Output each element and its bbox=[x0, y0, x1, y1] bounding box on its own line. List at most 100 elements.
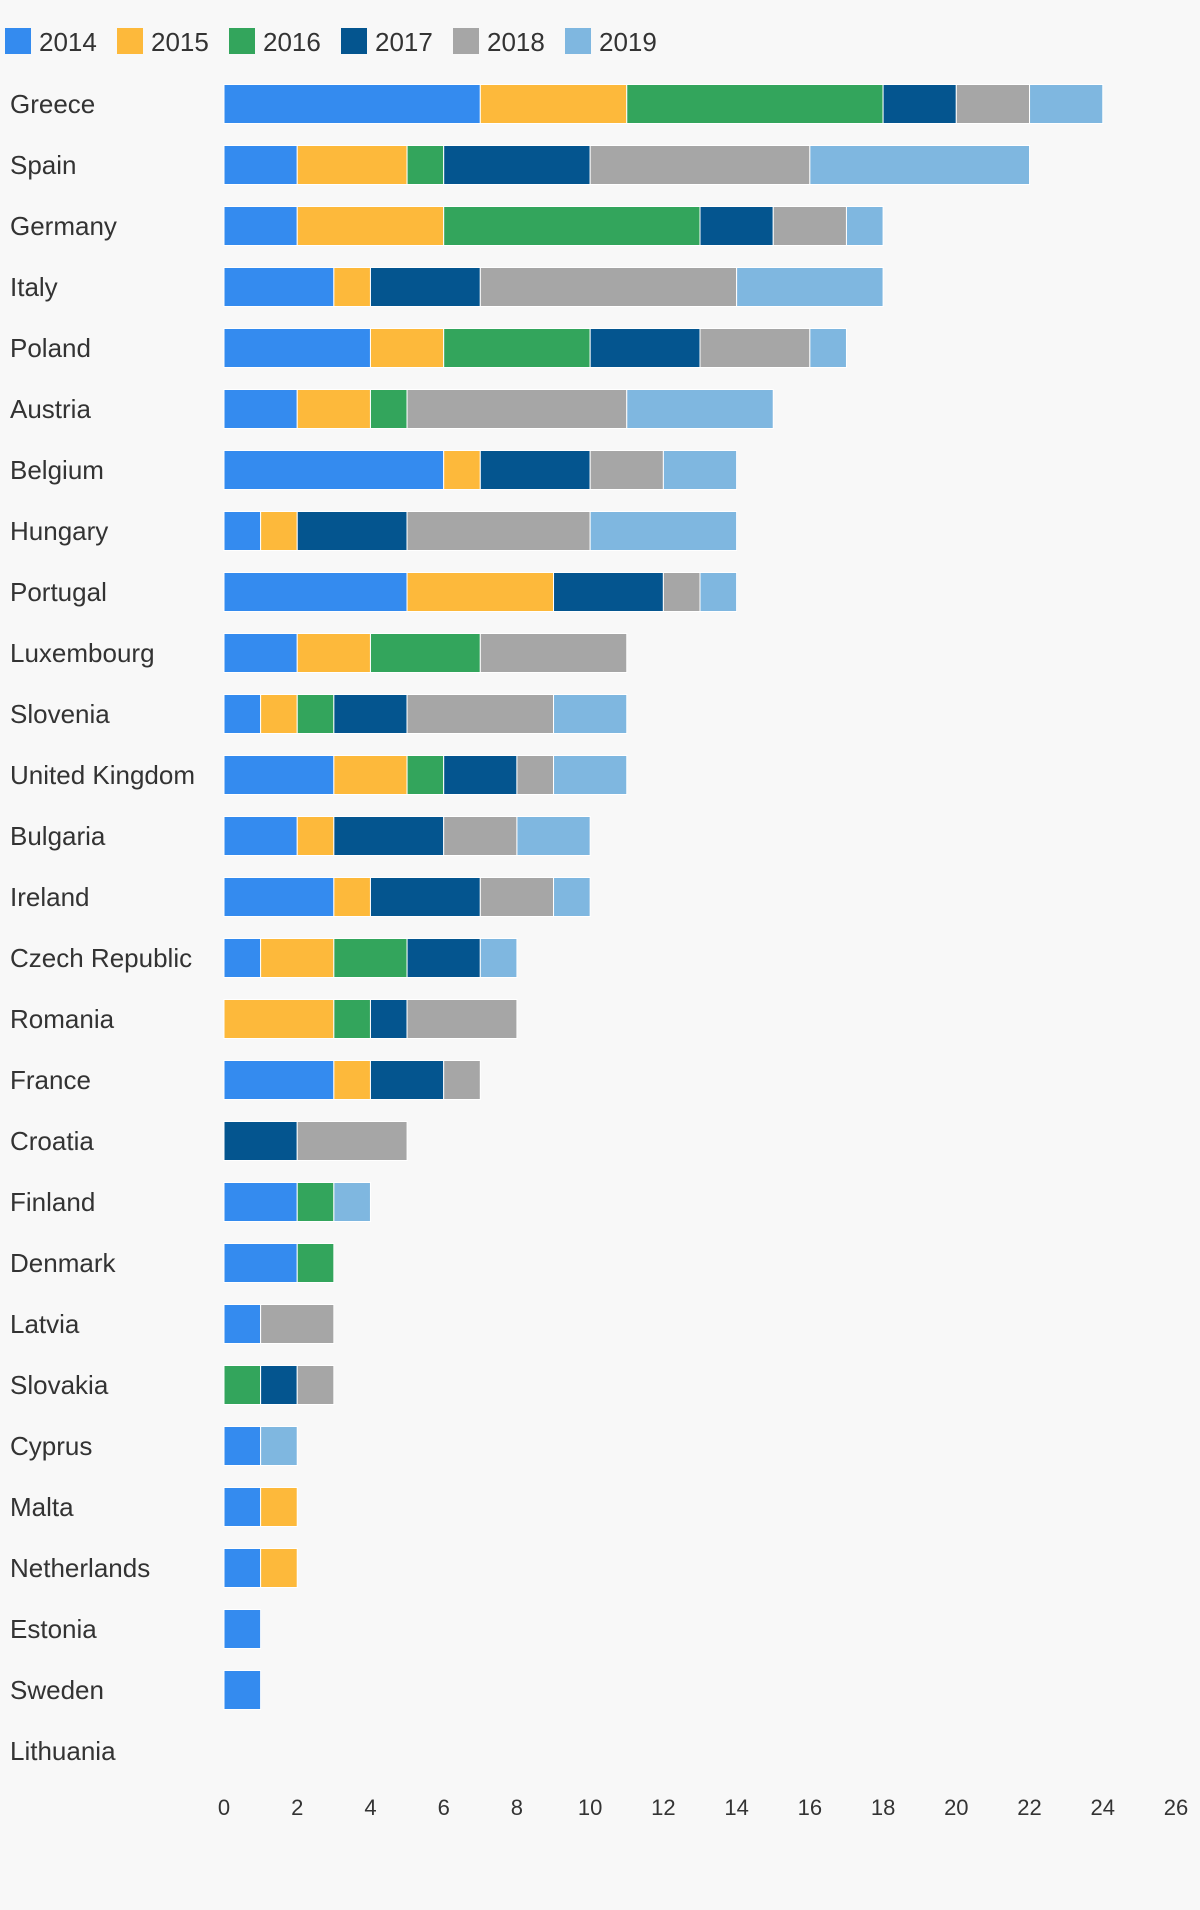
category-label: Germany bbox=[10, 211, 117, 241]
category-label: Croatia bbox=[10, 1126, 94, 1156]
category-label: Spain bbox=[10, 150, 77, 180]
bar-segment bbox=[882, 84, 957, 124]
category-label: Denmark bbox=[10, 1248, 116, 1278]
bar-segment bbox=[223, 1060, 335, 1100]
bar-segment bbox=[699, 572, 738, 612]
bar-segment bbox=[296, 1365, 335, 1405]
bar-segment bbox=[369, 633, 481, 673]
bars bbox=[223, 84, 1104, 1710]
category-label: Czech Republic bbox=[10, 943, 192, 973]
bar-segment bbox=[479, 877, 555, 917]
bar-segment bbox=[223, 1487, 262, 1527]
bar-segment bbox=[699, 206, 774, 246]
x-tick-label: 14 bbox=[724, 1795, 748, 1820]
bar-segment bbox=[479, 938, 518, 978]
bar-segment bbox=[626, 84, 884, 124]
bar-segment bbox=[662, 450, 738, 490]
legend-swatch-2016 bbox=[229, 28, 255, 54]
category-label: Netherlands bbox=[10, 1553, 150, 1583]
bar-segment bbox=[443, 145, 591, 185]
bar-segment bbox=[406, 572, 555, 612]
bar-segment bbox=[296, 389, 371, 429]
x-tick-label: 2 bbox=[291, 1795, 303, 1820]
bar-segment bbox=[260, 938, 335, 978]
bar-segment bbox=[369, 877, 481, 917]
category-label: Luxembourg bbox=[10, 638, 155, 668]
bar-segment bbox=[479, 633, 628, 673]
bar-segment bbox=[223, 1121, 298, 1161]
bar-segment bbox=[333, 1060, 371, 1100]
legend: 2014 2015 2016 2017 2018 2019 bbox=[5, 27, 657, 57]
bar-segment bbox=[443, 450, 481, 490]
bar-segment bbox=[223, 328, 371, 368]
bar-segment bbox=[223, 633, 298, 673]
bar-segment bbox=[955, 84, 1031, 124]
category-label: Greece bbox=[10, 89, 95, 119]
bar-segment bbox=[333, 938, 408, 978]
bar-segment bbox=[589, 511, 738, 551]
category-label: France bbox=[10, 1065, 91, 1095]
bar-segment bbox=[553, 572, 664, 612]
bar-segment bbox=[223, 694, 262, 734]
bar-segment bbox=[333, 816, 445, 856]
bar-segment bbox=[1029, 84, 1104, 124]
bar-segment bbox=[809, 328, 847, 368]
bar-segment bbox=[223, 938, 262, 978]
bar-segment bbox=[662, 572, 701, 612]
legend-label-2015: 2015 bbox=[151, 27, 209, 57]
bar-segment bbox=[223, 267, 335, 307]
bar-segment bbox=[260, 1426, 298, 1466]
bar-segment bbox=[369, 389, 408, 429]
legend-label-2016: 2016 bbox=[263, 27, 321, 57]
bar-segment bbox=[736, 267, 884, 307]
category-label: Portugal bbox=[10, 577, 107, 607]
bar-segment bbox=[479, 450, 591, 490]
category-label: Malta bbox=[10, 1492, 74, 1522]
bar-segment bbox=[369, 267, 481, 307]
x-tick-label: 20 bbox=[944, 1795, 968, 1820]
bar-segment bbox=[406, 511, 591, 551]
bar-segment bbox=[589, 450, 664, 490]
x-tick-label: 18 bbox=[871, 1795, 895, 1820]
category-label: Sweden bbox=[10, 1675, 104, 1705]
bar-segment bbox=[369, 1060, 445, 1100]
bar-segment bbox=[223, 206, 298, 246]
bar-segment bbox=[333, 694, 408, 734]
bar-segment bbox=[772, 206, 847, 246]
bar-segment bbox=[333, 877, 371, 917]
bar-segment bbox=[296, 511, 408, 551]
bar-segment bbox=[223, 1243, 298, 1283]
bar-segment bbox=[223, 84, 481, 124]
bar-segment bbox=[626, 389, 774, 429]
bar-segment bbox=[589, 328, 701, 368]
bar-segment bbox=[406, 389, 628, 429]
bar-segment bbox=[260, 511, 298, 551]
bar-segment bbox=[809, 145, 1031, 185]
bar-segment bbox=[223, 511, 262, 551]
bar-segment bbox=[223, 816, 298, 856]
bar-segment bbox=[443, 755, 518, 795]
bar-segment bbox=[223, 1304, 262, 1344]
bar-segment bbox=[223, 1426, 262, 1466]
bar-segment bbox=[333, 999, 371, 1039]
bar-segment bbox=[845, 206, 884, 246]
bar-segment bbox=[223, 999, 335, 1039]
category-label: Bulgaria bbox=[10, 821, 106, 851]
bar-segment bbox=[296, 1182, 335, 1222]
bar-segment bbox=[223, 572, 408, 612]
bar-segment bbox=[296, 1121, 408, 1161]
bar-segment bbox=[260, 1487, 298, 1527]
bar-segment bbox=[260, 1365, 298, 1405]
legend-label-2018: 2018 bbox=[487, 27, 545, 57]
legend-swatch-2018 bbox=[453, 28, 479, 54]
bar-segment bbox=[406, 145, 445, 185]
bar-segment bbox=[406, 938, 481, 978]
category-label: United Kingdom bbox=[10, 760, 195, 790]
x-tick-label: 24 bbox=[1091, 1795, 1115, 1820]
bar-segment bbox=[223, 145, 298, 185]
bar-segment bbox=[443, 1060, 481, 1100]
category-label: Poland bbox=[10, 333, 91, 363]
x-tick-label: 16 bbox=[798, 1795, 822, 1820]
